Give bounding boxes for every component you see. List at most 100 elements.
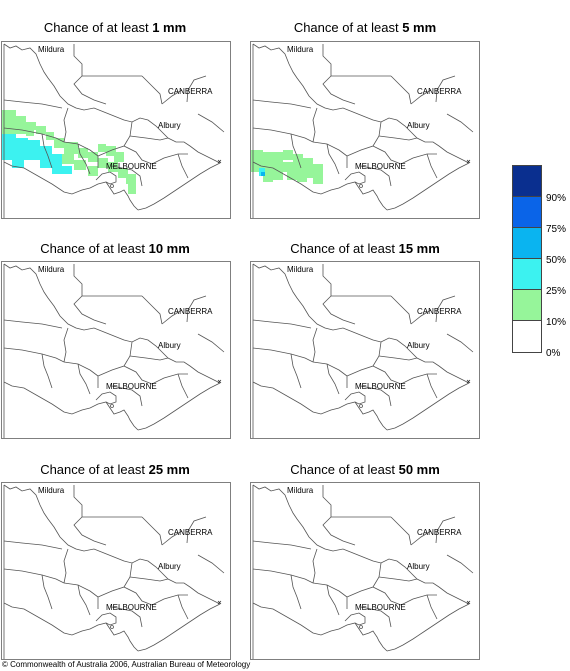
- boundary-line: [123, 365, 153, 385]
- map-25mm: Mildura CANBERRA Albury MELBOURNE: [1, 482, 231, 660]
- legend-label-10: 10%: [546, 317, 567, 328]
- boundary-line: [252, 602, 388, 652]
- boundary-line: [141, 295, 163, 325]
- rain-probability-cell: [106, 146, 116, 156]
- boundary-line: [137, 382, 221, 431]
- boundary-line: [161, 89, 183, 105]
- peninsula-mark: [359, 404, 363, 408]
- boundary-line: [111, 165, 143, 187]
- map-1mm: Mildura CANBERRA Albury MELBOURNE: [1, 41, 231, 219]
- panel-title-10mm: Chance of at least 10 mm: [40, 241, 190, 256]
- legend-swatch-50: [513, 228, 541, 259]
- boundary-line: [141, 516, 163, 546]
- rain-probability-cell: [313, 164, 323, 174]
- city-label-albury: Albury: [407, 562, 430, 571]
- threshold-15mm: 15 mm: [398, 241, 440, 256]
- boundary-line: [386, 603, 470, 652]
- boundary-line: [3, 319, 63, 329]
- boundary-line: [63, 582, 99, 609]
- rain-probability-cell: [36, 126, 46, 134]
- rain-probability-cell: [108, 162, 118, 172]
- rain-probability-cell: [313, 174, 323, 184]
- boundary-line: [360, 165, 392, 187]
- rain-probability-cell: [263, 172, 273, 182]
- boundary-line: [3, 568, 65, 584]
- boundary-line: [151, 373, 188, 385]
- boundary-line: [252, 381, 388, 431]
- boundary-line: [390, 295, 412, 325]
- legend-label-75: 75%: [546, 224, 567, 235]
- city-label-albury: Albury: [158, 562, 181, 571]
- city-label-mildura: Mildura: [38, 265, 65, 274]
- boundary-line: [95, 391, 117, 405]
- rain-probability-cell: [26, 130, 34, 136]
- map-5mm-svg: Mildura CANBERRA Albury MELBOURNE: [251, 43, 474, 218]
- boundary-line: [322, 44, 356, 105]
- peninsula-mark: [110, 404, 114, 408]
- peninsula-mark: [359, 625, 363, 629]
- boundary-line: [3, 484, 221, 605]
- boundary-line: [312, 582, 348, 609]
- boundary-line: [186, 75, 207, 103]
- boundary-line: [151, 594, 188, 606]
- boundary-line: [410, 89, 432, 105]
- rain-probability-cell: [303, 158, 313, 168]
- city-label-melbourne: MELBOURNE: [106, 162, 157, 171]
- boundary-line: [435, 295, 456, 323]
- city-label-melbourne: MELBOURNE: [355, 382, 406, 391]
- threshold-5mm: 5 mm: [402, 20, 437, 35]
- threshold-50mm: 50 mm: [398, 462, 440, 477]
- boundary-line: [3, 540, 63, 550]
- rain-probability-cell: [16, 138, 28, 150]
- boundary-line: [426, 594, 438, 620]
- boundary-line: [129, 355, 169, 361]
- boundary-line: [41, 133, 53, 169]
- boundary-line: [390, 516, 412, 546]
- city-label-melbourne: MELBOURNE: [355, 603, 406, 612]
- legend-label-0: 0%: [546, 348, 561, 359]
- boundary-line: [346, 121, 382, 157]
- city-label-albury: Albury: [407, 121, 430, 130]
- boundary-line: [252, 319, 312, 329]
- boundary-line: [41, 574, 53, 610]
- rain-probability-cell: [251, 150, 263, 162]
- boundary-line: [252, 127, 314, 143]
- map-1mm-svg: Mildura CANBERRA Albury MELBOURNE: [2, 43, 225, 218]
- boundary-line: [3, 347, 65, 363]
- boundary-line: [95, 171, 117, 185]
- rain-probability-cell: [2, 122, 16, 134]
- city-label-mildura: Mildura: [287, 486, 314, 495]
- rain-probability-cell: [283, 150, 293, 160]
- city-label-mildura: Mildura: [287, 45, 314, 54]
- boundary-line: [360, 606, 392, 628]
- boundary-line: [400, 594, 437, 606]
- boundary-line: [426, 373, 438, 399]
- rain-probability-cell: [64, 142, 78, 154]
- boundary-line: [312, 361, 348, 388]
- cape-howe-mark: [466, 600, 471, 605]
- boundary-line: [446, 333, 474, 353]
- boundary-line: [312, 141, 348, 168]
- rain-probability-cell: [52, 154, 62, 166]
- legend-label-50: 50%: [546, 255, 567, 266]
- boundary-line: [141, 75, 163, 105]
- boundary-line: [326, 143, 340, 175]
- boundary-line: [360, 385, 392, 407]
- boundary-line: [41, 353, 53, 389]
- cape-howe-mark: [217, 159, 222, 164]
- boundary-line: [372, 145, 402, 165]
- boundary-line: [290, 574, 302, 610]
- boundary-line: [326, 363, 340, 395]
- city-label-albury: Albury: [158, 121, 181, 130]
- boundary-line: [63, 141, 99, 168]
- boundary-line: [446, 554, 474, 574]
- threshold-10mm: 10 mm: [148, 241, 190, 256]
- cape-howe-mark: [466, 159, 471, 164]
- rain-probability-cell: [251, 162, 261, 172]
- boundary-line: [3, 161, 139, 211]
- threshold-25mm: 25 mm: [148, 462, 190, 477]
- peninsula-mark: [110, 184, 114, 188]
- rain-probability-cell: [273, 162, 283, 172]
- boundary-line: [346, 562, 382, 598]
- boundary-line: [378, 576, 418, 582]
